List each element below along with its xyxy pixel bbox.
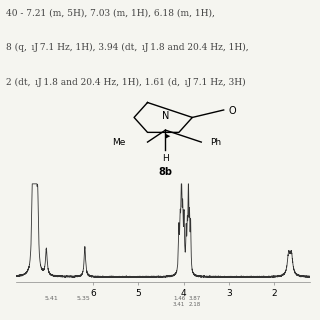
Text: N: N <box>162 111 169 121</box>
Text: 5.35: 5.35 <box>76 296 90 301</box>
Text: 5.41: 5.41 <box>44 296 58 301</box>
Text: $\blacktriangleright$: $\blacktriangleright$ <box>163 131 172 141</box>
Text: 8 (q,  ıJ 7.1 Hz, 1H), 3.94 (dt,  ıJ 1.8 and 20.4 Hz, 1H),: 8 (q, ıJ 7.1 Hz, 1H), 3.94 (dt, ıJ 1.8 a… <box>6 43 249 52</box>
Text: H: H <box>162 154 169 163</box>
Text: Me: Me <box>112 138 125 147</box>
Text: 3.87
2.18: 3.87 2.18 <box>189 296 201 307</box>
Text: O: O <box>228 107 236 116</box>
Text: 8b: 8b <box>158 167 172 178</box>
Text: 1.46
3.41: 1.46 3.41 <box>173 296 185 307</box>
Text: 40 - 7.21 (m, 5H), 7.03 (m, 1H), 6.18 (m, 1H),: 40 - 7.21 (m, 5H), 7.03 (m, 1H), 6.18 (m… <box>6 8 215 17</box>
Text: 2 (dt,  ıJ 1.8 and 20.4 Hz, 1H), 1.61 (d,  ıJ 7.1 Hz, 3H): 2 (dt, ıJ 1.8 and 20.4 Hz, 1H), 1.61 (d,… <box>6 78 246 87</box>
Text: Ph: Ph <box>210 138 221 147</box>
